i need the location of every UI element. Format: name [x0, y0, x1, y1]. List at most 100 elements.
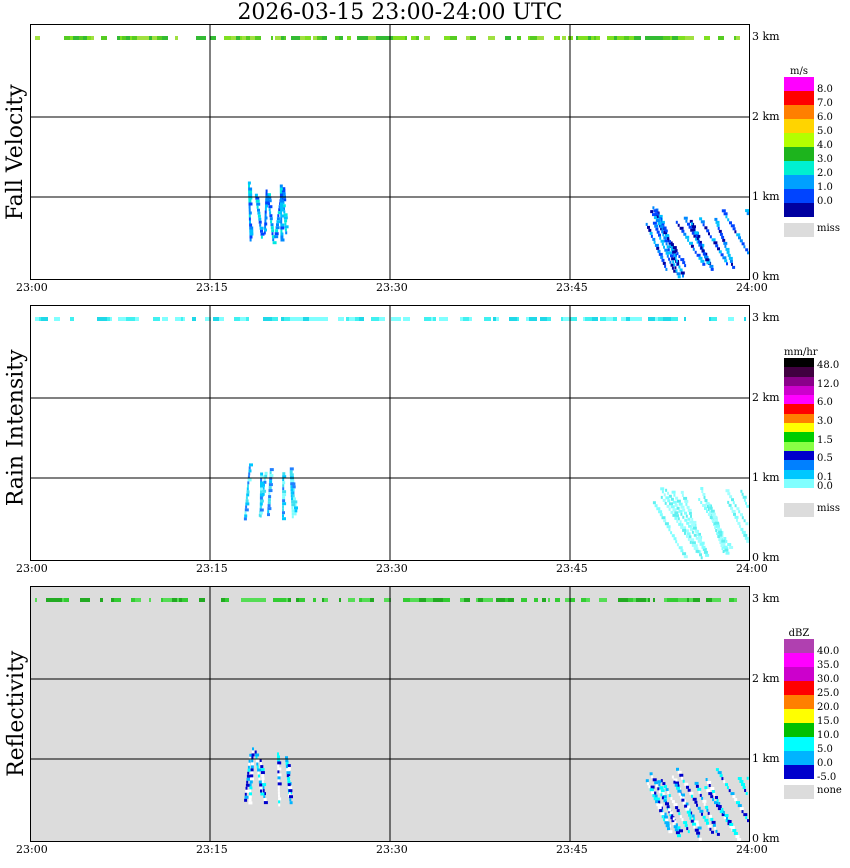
echo-mark [285, 759, 289, 763]
echo-mark [267, 199, 272, 203]
echo-band-mark [79, 36, 83, 40]
echo-mark [246, 490, 250, 494]
echo-mark [255, 759, 259, 763]
echo-band-mark [313, 36, 317, 40]
echo-mark [248, 756, 251, 760]
echo-mark [731, 262, 733, 266]
echo-mark [715, 244, 719, 248]
echo-mark [709, 827, 712, 831]
echo-mark [727, 820, 732, 823]
echo-band-mark [291, 36, 294, 40]
echo-band-mark [346, 317, 349, 321]
echo-mark [268, 486, 272, 490]
echo-band-mark [413, 598, 419, 602]
echo-mark [653, 791, 657, 795]
echo-mark [246, 774, 251, 778]
echo-mark [693, 228, 696, 232]
legend-swatch [784, 441, 814, 451]
echo-mark [660, 220, 663, 224]
echo-mark [277, 755, 280, 759]
echo-mark [280, 238, 285, 242]
echo-band-mark [636, 598, 642, 602]
legend-swatch [784, 367, 814, 377]
echo-mark [260, 765, 264, 769]
echo-band-mark [731, 598, 734, 602]
echo-mark [741, 810, 744, 814]
echo-mark [259, 493, 264, 497]
echo-band-mark [672, 36, 678, 40]
echo-mark [745, 522, 749, 526]
echo-band-mark [205, 317, 211, 321]
echo-mark [684, 529, 689, 533]
echo-mark [284, 225, 289, 229]
echo-mark [660, 255, 664, 259]
echo-mark [668, 528, 671, 532]
echo-mark [739, 807, 744, 811]
echo-band-mark [326, 598, 328, 602]
echo-mark [730, 826, 735, 829]
panel-1: Rain Intensity [4, 305, 750, 561]
echo-mark [668, 794, 671, 798]
echo-mark [677, 770, 682, 774]
echo-band-mark [231, 36, 236, 40]
echo-band-mark [260, 598, 266, 602]
echo-mark [712, 515, 717, 519]
echo-band-mark [120, 36, 122, 40]
echo-mark [269, 217, 273, 221]
echo-band-mark [548, 598, 550, 602]
echo-mark [267, 193, 271, 197]
echo-band-mark [613, 317, 617, 321]
echo-mark [264, 228, 267, 232]
legend-swatch [784, 639, 814, 653]
echo-band-mark [149, 36, 152, 40]
echo-mark [706, 229, 710, 233]
echo-mark [706, 505, 710, 508]
echo-mark [677, 826, 681, 830]
echo-mark [721, 777, 724, 781]
echo-mark [705, 778, 708, 781]
echo-mark [260, 475, 265, 479]
echo-mark [719, 774, 723, 778]
echo-mark [277, 764, 280, 768]
echo-mark [660, 487, 665, 491]
echo-mark [716, 524, 720, 528]
echo-mark [675, 269, 678, 273]
echo-band-mark [684, 317, 686, 321]
echo-mark [696, 831, 701, 835]
echo-mark [245, 786, 248, 790]
echo-mark [678, 546, 683, 550]
echo-band-mark [196, 36, 199, 40]
echo-mark [257, 208, 260, 212]
echo-mark [729, 823, 734, 826]
panel-label: Rain Intensity [3, 349, 29, 507]
echo-band-mark [122, 36, 126, 40]
echo-mark [661, 809, 664, 813]
echo-band-mark [100, 598, 103, 602]
echo-mark [654, 212, 659, 216]
echo-mark [690, 819, 694, 823]
echo-mark [250, 765, 254, 769]
echo-mark [294, 512, 297, 516]
x-tick-label: 23:15 [196, 843, 228, 856]
echo-mark [290, 491, 294, 495]
echo-mark [680, 525, 684, 529]
legend-missing-label: miss [817, 223, 840, 234]
echo-band-mark [484, 317, 491, 321]
echo-mark [702, 547, 707, 551]
echo-mark [664, 785, 667, 789]
echo-band-mark [339, 36, 343, 40]
echo-mark [724, 259, 728, 263]
echo-mark [651, 788, 654, 792]
echo-mark [661, 230, 664, 234]
echo-mark [737, 838, 742, 841]
echo-mark [265, 201, 270, 205]
echo-band-mark [622, 598, 625, 602]
echo-band-mark [634, 36, 641, 40]
echo-mark [661, 792, 665, 796]
echo-mark [732, 265, 736, 269]
echo-mark [662, 261, 666, 265]
echo-mark [695, 234, 698, 238]
echo-mark [280, 229, 283, 233]
echo-mark [711, 790, 715, 793]
echo-mark [290, 494, 293, 498]
